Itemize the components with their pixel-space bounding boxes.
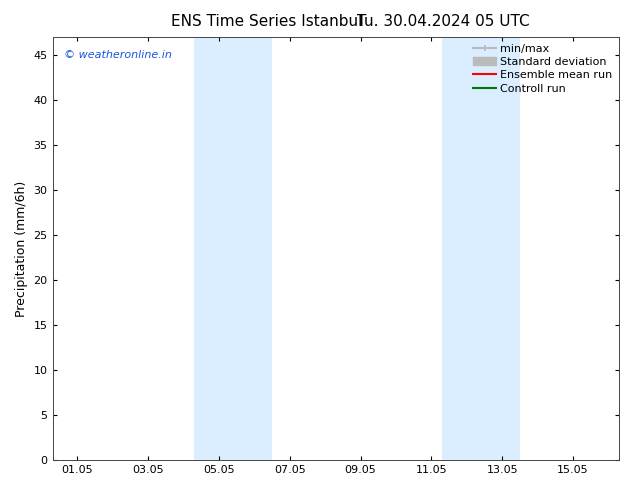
Y-axis label: Precipitation (mm/6h): Precipitation (mm/6h) [15, 180, 28, 317]
Legend: min/max, Standard deviation, Ensemble mean run, Controll run: min/max, Standard deviation, Ensemble me… [469, 39, 617, 98]
Text: Tu. 30.04.2024 05 UTC: Tu. 30.04.2024 05 UTC [358, 14, 530, 29]
Text: © weatheronline.in: © weatheronline.in [64, 50, 172, 60]
Bar [442, 37, 520, 460]
Text: ENS Time Series Istanbul: ENS Time Series Istanbul [171, 14, 362, 29]
Bar [194, 37, 272, 460]
